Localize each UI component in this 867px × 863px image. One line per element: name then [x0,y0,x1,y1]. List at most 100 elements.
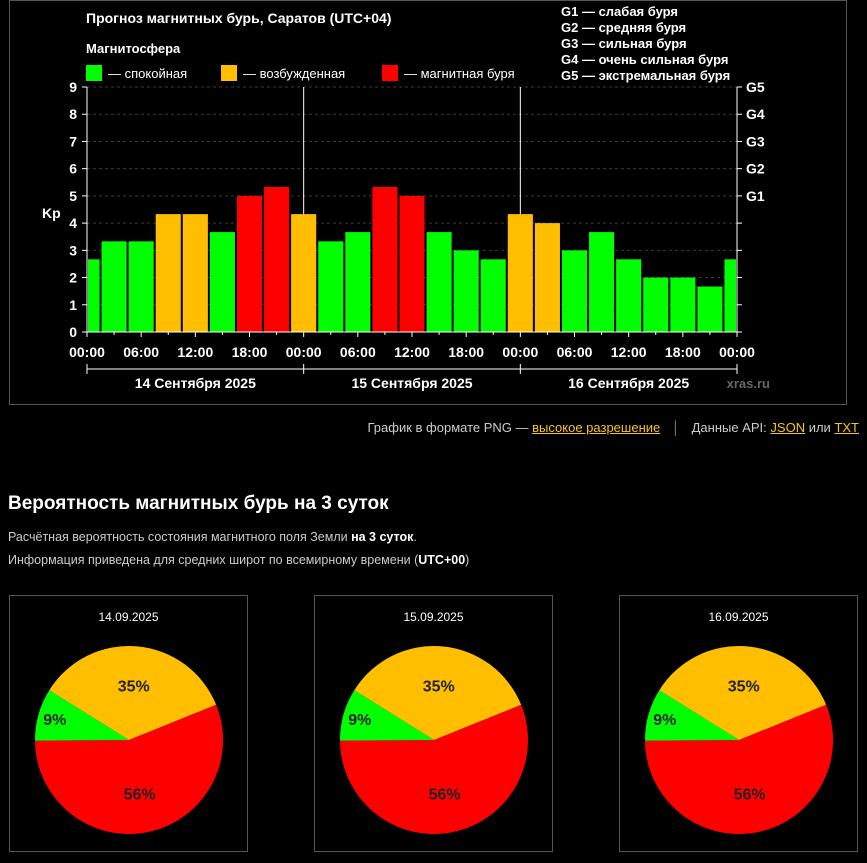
pie-slice-label: 35% [728,679,760,696]
x-tick-label: 18:00 [232,344,268,360]
legend-title: Магнитосфера [86,41,181,56]
p1-end: . [413,530,417,544]
y-tick-label: 5 [69,188,77,204]
g-legend-item: G2 — средняя буря [561,20,686,35]
x-tick-label: 06:00 [557,344,593,360]
y-tick-label: 0 [69,324,77,340]
day-label: 15 Сентября 2025 [351,375,472,391]
g-legend-item: G1 — слабая буря [561,4,678,19]
legend-label: — спокойная [108,66,187,81]
watermark: xras.ru [727,376,770,391]
chart-links: График в формате PNG — высокое разрешени… [368,420,860,435]
kp-bar [616,259,642,332]
pie-slice-label: 35% [423,679,455,696]
g-tick-label: G5 [746,79,765,95]
txt-link[interactable]: TXT [834,420,859,435]
kp-bar [155,214,181,332]
pie-slice-label: 9% [43,712,66,729]
kp-bar [480,259,506,332]
kp-bar [589,232,615,332]
y-axis-label: Kp [42,205,61,221]
legend-label: — возбужденная [243,66,345,81]
divider: │ [671,420,680,435]
kp-bar [372,186,398,332]
x-tick-label: 00:00 [69,344,105,360]
probability-pie-chart: 35% 56% 9% [35,646,224,834]
kp-chart-frame: Прогноз магнитных бурь, Саратов (UTC+04)… [9,0,847,405]
kp-bar [88,259,100,332]
kp-bar [264,186,290,332]
legend-label: — магнитная буря [404,66,515,81]
kp-bar [101,241,127,332]
p2-bold: UTC+00 [418,553,466,567]
api-text: Данные API: [691,420,767,435]
pie-slice [35,690,129,741]
pie-slice-label: 9% [653,712,676,729]
kp-bar [561,250,588,332]
kp-bar [318,241,344,332]
pie-card-day2: 15.09.2025 35% 56% 9% [314,595,553,852]
kp-bar [236,195,263,332]
p1-bold: на 3 суток [351,530,414,544]
hires-link[interactable]: высокое разрешение [532,420,661,435]
y-tick-label: 4 [69,215,77,231]
y-tick-label: 9 [69,79,77,95]
pie-date: 16.09.2025 [708,610,769,624]
y-tick-label: 3 [69,242,77,258]
kp-bar [209,232,235,332]
p2-end: ) [465,553,470,567]
or-text: или [808,420,831,435]
chart-title: Прогноз магнитных бурь, Саратов (UTC+04) [86,10,391,26]
pie-slice [659,646,827,740]
kp-bar [670,277,696,332]
p1-text: Расчётная вероятность состояния магнитно… [8,530,348,544]
x-tick-label: 12:00 [611,344,647,360]
section-title: Вероятность магнитных бурь на 3 суток [8,493,389,514]
pie-slice-label: 35% [118,679,150,696]
png-text: График в формате PNG — [367,420,529,435]
y-tick-label: 2 [69,270,77,286]
y-tick-label: 7 [69,133,77,149]
x-tick-label: 18:00 [448,344,484,360]
pie-date: 15.09.2025 [403,610,464,624]
day-label: 14 Сентября 2025 [135,375,256,391]
kp-bar [724,259,736,332]
y-tick-label: 6 [69,161,77,177]
legend-swatch [86,65,102,81]
g-legend-item: G3 — сильная буря [561,36,687,51]
g-tick-label: G2 [746,161,765,177]
x-tick-label: 06:00 [340,344,376,360]
x-tick-label: 06:00 [123,344,159,360]
kp-bar [128,241,154,332]
day-label: 16 Сентября 2025 [568,375,689,391]
kp-bar [426,232,452,332]
pie-slice-label: 56% [734,786,766,803]
g-legend-item: G5 — экстремальная буря [561,68,730,83]
pie-slice-label: 56% [429,786,461,803]
pie-card-day3: 16.09.2025 35% 56% 9% [619,595,858,852]
pie-slice-label: 56% [124,786,156,803]
x-tick-label: 18:00 [665,344,701,360]
pie-slice [49,646,217,740]
kp-bar [697,286,723,332]
x-tick-label: 12:00 [394,344,430,360]
kp-forecast-chart: Прогноз магнитных бурь, Саратов (UTC+04)… [42,4,770,391]
kp-bar [399,195,425,332]
x-tick-label: 12:00 [177,344,213,360]
pie-slice [645,690,739,741]
pie-slice [35,704,224,834]
g-tick-label: G4 [746,106,765,122]
p2-text: Информация приведена для средних широт п… [8,553,419,567]
x-tick-label: 00:00 [502,344,538,360]
pie-slice [340,704,528,834]
y-tick-label: 8 [69,106,77,122]
x-tick-label: 00:00 [286,344,322,360]
description-line-2: Информация приведена для средних широт п… [8,553,469,567]
g-legend-item: G4 — очень сильная буря [561,52,728,67]
legend-swatch [382,65,398,81]
pie-slice [354,646,522,740]
g-tick-label: G1 [746,188,765,204]
kp-bar [534,223,560,332]
pie-date: 14.09.2025 [98,610,159,624]
json-link[interactable]: JSON [770,420,806,435]
